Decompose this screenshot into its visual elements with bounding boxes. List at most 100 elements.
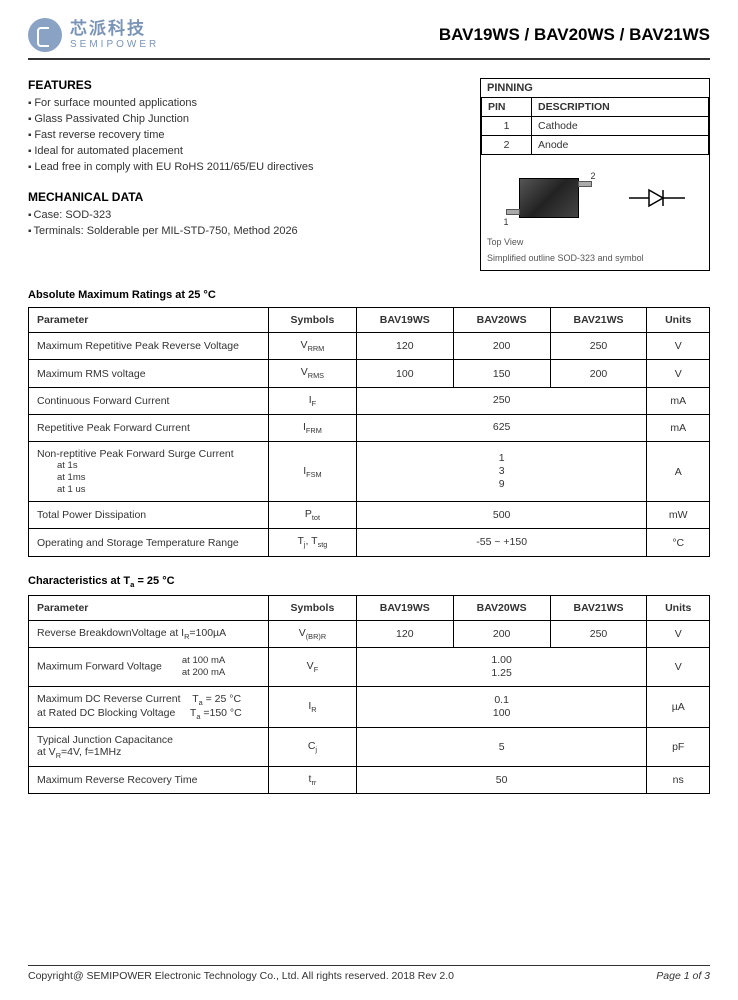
mechanical-item: Case: SOD-323 (28, 208, 460, 224)
symbol-cell: VRMS (269, 360, 357, 387)
symbol-cell: VRRM (269, 333, 357, 360)
symbol-cell: IFSM (269, 441, 357, 502)
table-row: Maximum RMS voltageVRMS100150200V (29, 360, 710, 387)
mechanical-title: MECHANICAL DATA (28, 190, 460, 204)
table-header: Units (647, 308, 710, 333)
table-row: Total Power DissipationPtot500mW (29, 502, 710, 529)
unit-cell: A (647, 441, 710, 502)
value-cell: 120 (356, 333, 453, 360)
logo-cn: 芯派科技 (70, 20, 159, 39)
value-cell: 625 (356, 414, 647, 441)
param-cell: Maximum Repetitive Peak Reverse Voltage (29, 333, 269, 360)
header: 芯派科技 SEMIPOWER BAV19WS / BAV20WS / BAV21… (28, 18, 710, 60)
param-cell: Maximum RMS voltage (29, 360, 269, 387)
unit-cell: mA (647, 414, 710, 441)
unit-cell: °C (647, 529, 710, 556)
table-header: Symbols (269, 308, 357, 333)
absmax-table: ParameterSymbolsBAV19WSBAV20WSBAV21WSUni… (28, 307, 710, 556)
table-header: BAV21WS (550, 595, 647, 620)
value-cell: 50 (356, 767, 647, 794)
package-area: 1 2 Top View Simplified outline SOD-323 … (481, 155, 709, 270)
table-row: Reverse BreakdownVoltage at IR=100µAV(BR… (29, 620, 710, 647)
table-header: Symbols (269, 595, 357, 620)
pkg-caption-1: Top View (487, 237, 703, 249)
value-cell: 120 (356, 620, 453, 647)
value-cell: 250 (356, 387, 647, 414)
mechanical-list: Case: SOD-323Terminals: Solderable per M… (28, 208, 460, 240)
value-cell: 250 (550, 620, 647, 647)
unit-cell: V (647, 360, 710, 387)
unit-cell: ns (647, 767, 710, 794)
table-header: BAV19WS (356, 595, 453, 620)
pin-cell: 2 (482, 136, 532, 155)
package-outline-icon: 1 2 (504, 173, 594, 223)
pin-table: PIN DESCRIPTION 1Cathode2Anode (481, 97, 709, 155)
table-row: Maximum Reverse Recovery Timetrr50ns (29, 767, 710, 794)
pin-header-pin: PIN (482, 98, 532, 117)
features-list: For surface mounted applicationsGlass Pa… (28, 96, 460, 176)
value-cell: 200 (453, 333, 550, 360)
table-header: Parameter (29, 595, 269, 620)
symbol-cell: IR (269, 687, 357, 728)
param-cell: Maximum Forward Voltageat 100 mAat 200 m… (29, 647, 269, 686)
table-row: Maximum Forward Voltageat 100 mAat 200 m… (29, 647, 710, 686)
param-cell: Typical Junction Capacitanceat VR=4V, f=… (29, 728, 269, 767)
pinning-box: PINNING PIN DESCRIPTION 1Cathode2Anode 1… (480, 78, 710, 271)
mechanical-item: Terminals: Solderable per MIL-STD-750, M… (28, 224, 460, 240)
pin-cell: 1 (482, 117, 532, 136)
pin-desc-cell: Anode (532, 136, 709, 155)
unit-cell: pF (647, 728, 710, 767)
value-cell: -55 ~ +150 (356, 529, 647, 556)
diode-symbol-icon (627, 183, 687, 213)
unit-cell: µA (647, 687, 710, 728)
feature-item: Ideal for automated placement (28, 144, 460, 160)
value-cell: 0.1100 (356, 687, 647, 728)
table-row: Typical Junction Capacitanceat VR=4V, f=… (29, 728, 710, 767)
feature-item: Lead free in comply with EU RoHS 2011/65… (28, 160, 460, 176)
table-row: Operating and Storage Temperature RangeT… (29, 529, 710, 556)
symbol-cell: trr (269, 767, 357, 794)
symbol-cell: IF (269, 387, 357, 414)
unit-cell: mW (647, 502, 710, 529)
table-header: BAV20WS (453, 308, 550, 333)
param-cell: Repetitive Peak Forward Current (29, 414, 269, 441)
copyright: Copyright@ SEMIPOWER Electronic Technolo… (28, 970, 454, 982)
param-cell: Maximum Reverse Recovery Time (29, 767, 269, 794)
table-row: Maximum DC Reverse Current Ta = 25 °Cat … (29, 687, 710, 728)
logo-area: 芯派科技 SEMIPOWER (28, 18, 159, 52)
pin-header-desc: DESCRIPTION (532, 98, 709, 117)
symbol-cell: IFRM (269, 414, 357, 441)
table-row: Repetitive Peak Forward CurrentIFRM625mA (29, 414, 710, 441)
table-header: Units (647, 595, 710, 620)
feature-item: For surface mounted applications (28, 96, 460, 112)
value-cell: 250 (550, 333, 647, 360)
logo-text: 芯派科技 SEMIPOWER (70, 20, 159, 50)
unit-cell: mA (647, 387, 710, 414)
param-cell: Maximum DC Reverse Current Ta = 25 °Cat … (29, 687, 269, 728)
value-cell: 100 (356, 360, 453, 387)
page-number: Page 1 of 3 (656, 970, 710, 982)
unit-cell: V (647, 647, 710, 686)
table-row: Maximum Repetitive Peak Reverse VoltageV… (29, 333, 710, 360)
param-cell: Total Power Dissipation (29, 502, 269, 529)
table-header: Parameter (29, 308, 269, 333)
param-cell: Continuous Forward Current (29, 387, 269, 414)
unit-cell: V (647, 333, 710, 360)
logo-en: SEMIPOWER (70, 39, 159, 50)
value-cell: 500 (356, 502, 647, 529)
logo-icon (28, 18, 62, 52)
table-header: BAV20WS (453, 595, 550, 620)
value-cell: 150 (453, 360, 550, 387)
param-cell: Reverse BreakdownVoltage at IR=100µA (29, 620, 269, 647)
table-header: BAV19WS (356, 308, 453, 333)
param-cell: Operating and Storage Temperature Range (29, 529, 269, 556)
table-row: Non-reptitive Peak Forward Surge Current… (29, 441, 710, 502)
chars-table: ParameterSymbolsBAV19WSBAV20WSBAV21WSUni… (28, 595, 710, 795)
table-row: Continuous Forward CurrentIF250mA (29, 387, 710, 414)
feature-item: Fast reverse recovery time (28, 128, 460, 144)
value-cell: 1.001.25 (356, 647, 647, 686)
symbol-cell: Ptot (269, 502, 357, 529)
part-title: BAV19WS / BAV20WS / BAV21WS (439, 25, 710, 45)
absmax-title: Absolute Maximum Ratings at 25 °C (28, 289, 710, 301)
unit-cell: V (647, 620, 710, 647)
